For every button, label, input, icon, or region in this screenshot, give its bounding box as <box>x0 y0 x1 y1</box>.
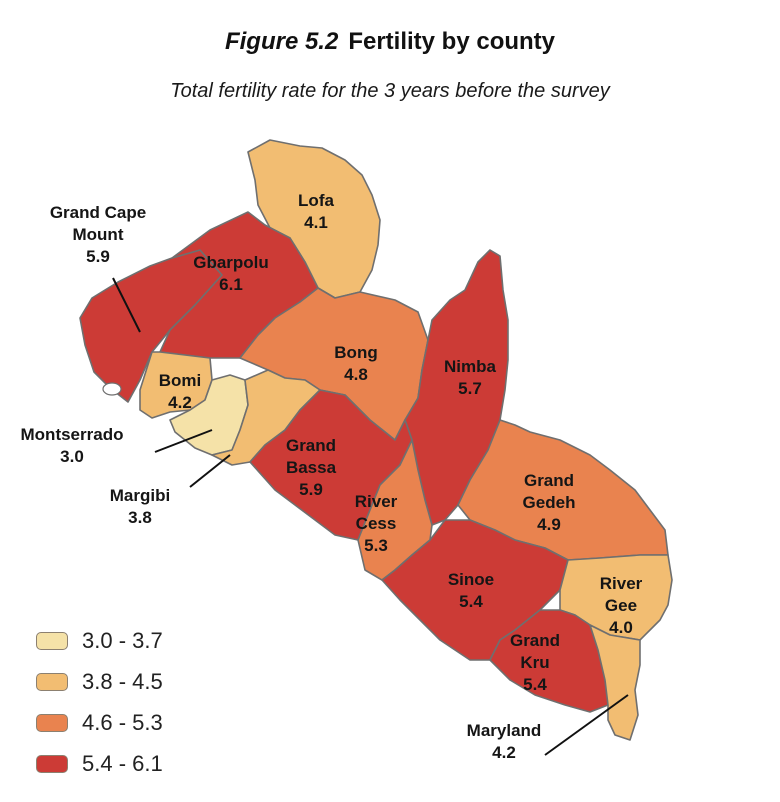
county-name: Margibi <box>110 486 170 505</box>
legend-item: 5.4 - 6.1 <box>36 743 163 784</box>
lake-piso-icon <box>102 382 122 396</box>
legend-item: 4.6 - 5.3 <box>36 702 163 743</box>
legend-swatch-icon <box>36 672 68 691</box>
county-label: Grand Gedeh 4.9 <box>523 471 576 534</box>
county-label: Grand Kru 5.4 <box>510 631 560 694</box>
county-name: River <box>600 574 643 593</box>
county-name: Cess <box>356 514 397 533</box>
county-value: 6.1 <box>219 275 243 294</box>
county-label: Grand Bassa 5.9 <box>286 436 337 499</box>
legend-swatch-icon <box>36 713 68 732</box>
county-name: Kru <box>520 653 549 672</box>
county-label: Bong 4.8 <box>334 343 377 384</box>
county-value: 3.8 <box>128 508 152 527</box>
county-name: River <box>355 492 398 511</box>
county-name: Grand Cape <box>50 203 146 222</box>
county-name: Grand <box>510 631 560 650</box>
legend-item: 3.0 - 3.7 <box>36 620 163 661</box>
legend-item: 3.8 - 4.5 <box>36 661 163 702</box>
county-name: Grand <box>524 471 574 490</box>
legend-swatch-icon <box>36 631 68 650</box>
figure-subtitle: Total fertility rate for the 3 years bef… <box>170 80 610 102</box>
county-maryland[interactable] <box>589 624 641 741</box>
county-value: 5.4 <box>459 592 483 611</box>
county-name: Bassa <box>286 458 337 477</box>
county-value: 3.0 <box>60 447 84 466</box>
county-label: Grand Cape Mount 5.9 <box>50 203 146 266</box>
county-name: Sinoe <box>448 570 494 589</box>
county-value: 4.2 <box>168 393 192 412</box>
county-name: Bomi <box>159 371 202 390</box>
county-value: 5.9 <box>86 247 110 266</box>
legend-label: 5.4 - 6.1 <box>82 750 163 776</box>
county-value: 4.1 <box>304 213 328 232</box>
county-label: Margibi 3.8 <box>110 486 170 527</box>
legend: 3.0 - 3.7 3.8 - 4.5 4.6 - 5.3 5.4 - 6.1 <box>36 620 163 784</box>
county-label: River Gee 4.0 <box>600 574 643 637</box>
county-name: Gbarpolu <box>193 253 269 272</box>
county-value: 4.9 <box>537 515 561 534</box>
county-value: 4.0 <box>609 618 633 637</box>
county-value: 5.3 <box>364 536 388 555</box>
county-label: Lofa 4.1 <box>298 191 334 232</box>
legend-label: 4.6 - 5.3 <box>82 709 163 735</box>
county-grand-cape-mount[interactable] <box>79 249 223 403</box>
county-name: Grand <box>286 436 336 455</box>
county-name: Maryland <box>467 721 542 740</box>
county-value: 5.4 <box>523 675 547 694</box>
leader-maryland <box>544 694 629 756</box>
legend-swatch-icon <box>36 754 68 773</box>
county-name: Gedeh <box>523 493 576 512</box>
county-value: 4.2 <box>492 743 516 762</box>
county-name: Montserrado <box>21 425 124 444</box>
county-value: 4.8 <box>344 365 368 384</box>
county-label: Gbarpolu 6.1 <box>193 253 269 294</box>
county-name: Nimba <box>444 357 497 376</box>
county-name: Gee <box>605 596 637 615</box>
leader-margibi <box>189 454 231 488</box>
county-name: Lofa <box>298 191 334 210</box>
legend-label: 3.8 - 4.5 <box>82 668 163 694</box>
county-label: Nimba 5.7 <box>444 357 497 398</box>
county-label: Maryland 4.2 <box>467 721 542 762</box>
county-label: Montserrado 3.0 <box>21 425 124 466</box>
county-name: Bong <box>334 343 377 362</box>
figure-number: Figure 5.2 <box>224 28 339 55</box>
county-label: Bomi 4.2 <box>159 371 202 412</box>
county-name: Mount <box>73 225 124 244</box>
county-label: River Cess 5.3 <box>355 492 398 555</box>
figure-title: Figure 5.2 Fertility by county <box>0 28 780 56</box>
leader-grand-cape-mount <box>112 277 141 333</box>
county-value: 5.7 <box>458 379 482 398</box>
figure-title-text: Fertility by county <box>348 28 556 55</box>
county-label: Sinoe 5.4 <box>448 570 494 611</box>
leader-montserrado <box>154 429 213 453</box>
county-value: 5.9 <box>299 480 323 499</box>
legend-label: 3.0 - 3.7 <box>82 627 163 653</box>
